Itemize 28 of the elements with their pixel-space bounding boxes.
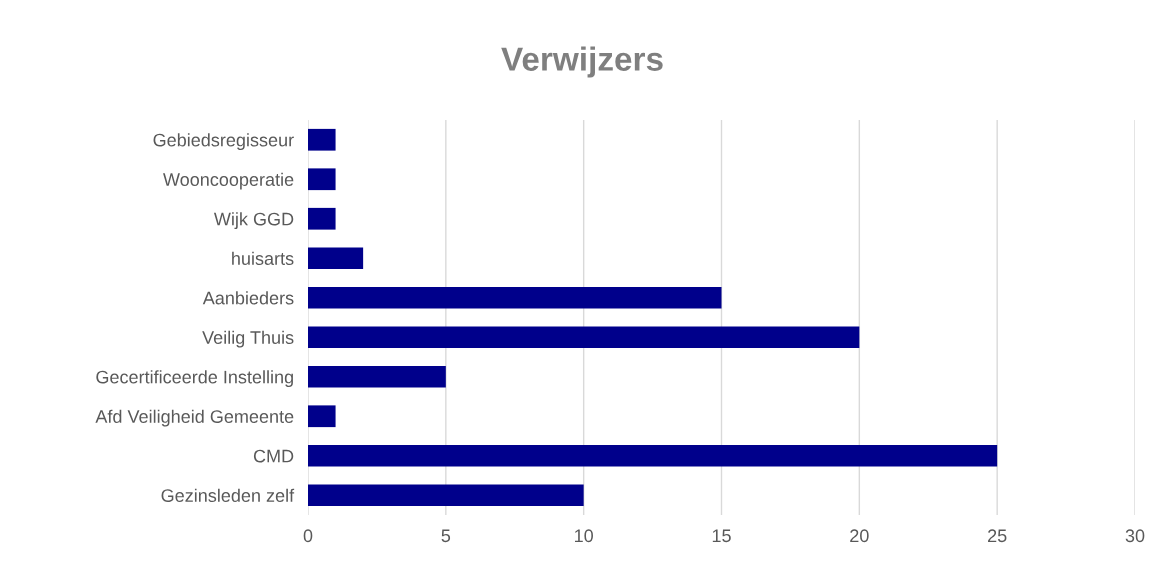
y-tick-label: Gebiedsregisseur (153, 133, 294, 151)
y-tick-label: huisarts (232, 251, 294, 265)
y-tick-label: Gezinsleden zelf (161, 488, 295, 502)
x-tick-label: 25 (988, 529, 1007, 543)
bar (308, 405, 336, 428)
y-tick-label: Aanbieders (202, 291, 294, 305)
bar (308, 207, 336, 230)
bar (308, 365, 446, 388)
y-tick-label: Veilig Thuis (202, 330, 294, 348)
y-tick-label: Wijk GGD (213, 212, 294, 230)
bar (308, 484, 584, 507)
y-tick-label: Wooncooperatie (163, 172, 294, 190)
bar (308, 128, 336, 151)
x-tick-label: 30 (1125, 529, 1145, 543)
x-tick-label: 10 (575, 529, 593, 543)
bar (308, 286, 722, 309)
x-tick-label: 0 (303, 529, 313, 543)
chart-title: Verwijzers (501, 46, 663, 78)
bar (308, 247, 364, 270)
y-tick-label: Afd Veiligheid Gemeente (95, 409, 294, 427)
bar (308, 326, 860, 349)
y-tick-label: Gecertificeerde Instelling (96, 370, 293, 388)
x-tick-label: 5 (441, 529, 451, 543)
x-tick-label: 20 (850, 529, 869, 543)
bar (308, 168, 336, 191)
bar (308, 444, 998, 467)
x-tick-label: 15 (712, 529, 731, 543)
y-tick-label: CMD (253, 449, 294, 463)
